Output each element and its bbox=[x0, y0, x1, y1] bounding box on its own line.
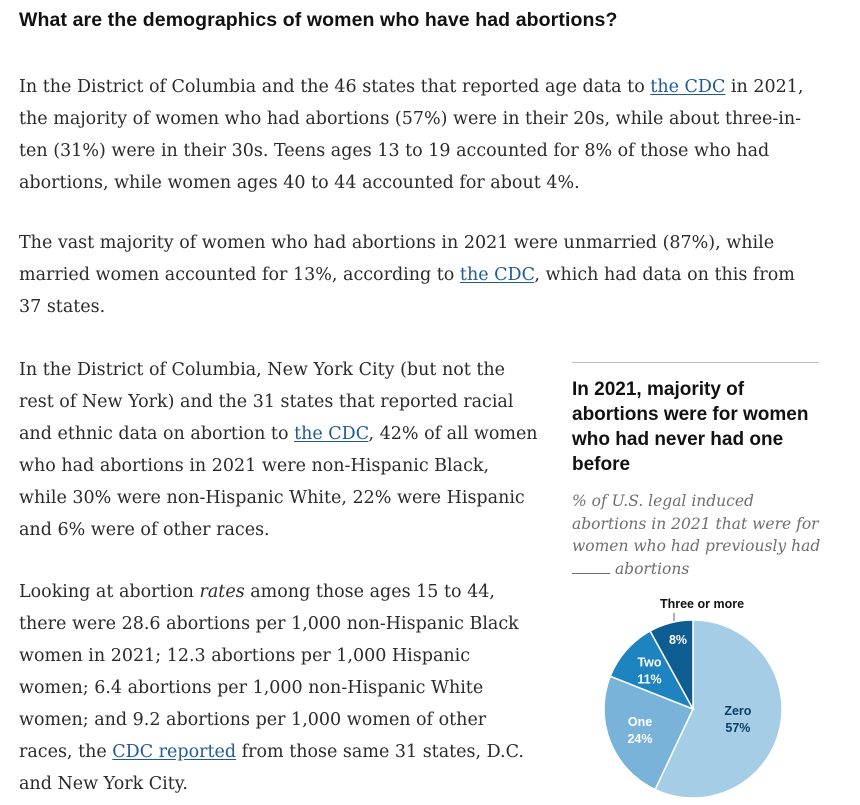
paragraph-text: In the District of Columbia and the 46 s… bbox=[19, 77, 651, 97]
pie-slice-one bbox=[603, 675, 695, 791]
chart-title: In 2021, majority of abortions were for … bbox=[572, 379, 809, 475]
paragraph-text: The vast majority of women who had abort… bbox=[19, 233, 775, 285]
chart-top-rule bbox=[572, 362, 819, 363]
pie-chart: Zero 57% One 24% Two 11% Three or more 8% bbox=[603, 597, 783, 799]
paragraph-marital-status: The vast majority of women who had abort… bbox=[19, 227, 819, 323]
paragraph-text: among those ages 15 to 44, there were 28… bbox=[19, 582, 519, 762]
pie-label-two: Two 11% bbox=[637, 656, 662, 687]
pie-slice-zero bbox=[654, 619, 783, 799]
pie-label-value: 24% bbox=[627, 732, 652, 746]
cdc-link[interactable]: the CDC bbox=[650, 77, 726, 97]
chart-subtitle-text: % of U.S. legal induced abortions in 202… bbox=[572, 492, 821, 555]
cdc-link[interactable]: the CDC bbox=[294, 424, 369, 444]
paragraph-age: In the District of Columbia and the 46 s… bbox=[19, 71, 819, 199]
paragraph-abortion-rates: Looking at abortion rates among those ag… bbox=[19, 576, 539, 800]
pie-label-three-or-more: Three or more 8% bbox=[660, 597, 744, 647]
paragraph-text: , 42% of all women who had abortions in … bbox=[19, 424, 538, 540]
cdc-link[interactable]: the CDC bbox=[459, 265, 535, 285]
pie-label-one: One 24% bbox=[627, 715, 652, 746]
pie-label-zero: Zero 57% bbox=[724, 704, 751, 735]
chart-subtitle: % of U.S. legal induced abortions in 202… bbox=[572, 490, 822, 580]
pie-label-value: 57% bbox=[725, 721, 750, 735]
pie-label-name: Two bbox=[637, 656, 661, 670]
blank-line bbox=[572, 572, 610, 574]
paragraph-text: In the District of Columbia, New York Ci… bbox=[19, 360, 514, 444]
paragraph-text: in 2021, the majority of women who had a… bbox=[19, 77, 804, 193]
pie-label-name: Zero bbox=[724, 704, 751, 718]
paragraph-text: , which had data on this from 37 states. bbox=[19, 265, 795, 317]
paragraph-text: Looking at abortion bbox=[19, 582, 200, 602]
paragraph-race-ethnicity: In the District of Columbia, New York Ci… bbox=[19, 354, 539, 546]
pie-label-value: 11% bbox=[637, 673, 661, 687]
paragraph-text: from those same 31 states, D.C. and New … bbox=[19, 742, 524, 794]
pie-label-name: One bbox=[628, 715, 652, 729]
chart-subtitle-text: abortions bbox=[614, 559, 690, 578]
cdc-reported-link[interactable]: CDC reported bbox=[112, 742, 237, 762]
emphasis-text: rates bbox=[199, 582, 245, 602]
pie-label-name: Three or more bbox=[660, 597, 744, 611]
section-heading: What are the demographics of women who h… bbox=[19, 9, 618, 31]
pie-label-value: 8% bbox=[669, 633, 687, 647]
pie-slice-three-or-more bbox=[649, 619, 694, 710]
